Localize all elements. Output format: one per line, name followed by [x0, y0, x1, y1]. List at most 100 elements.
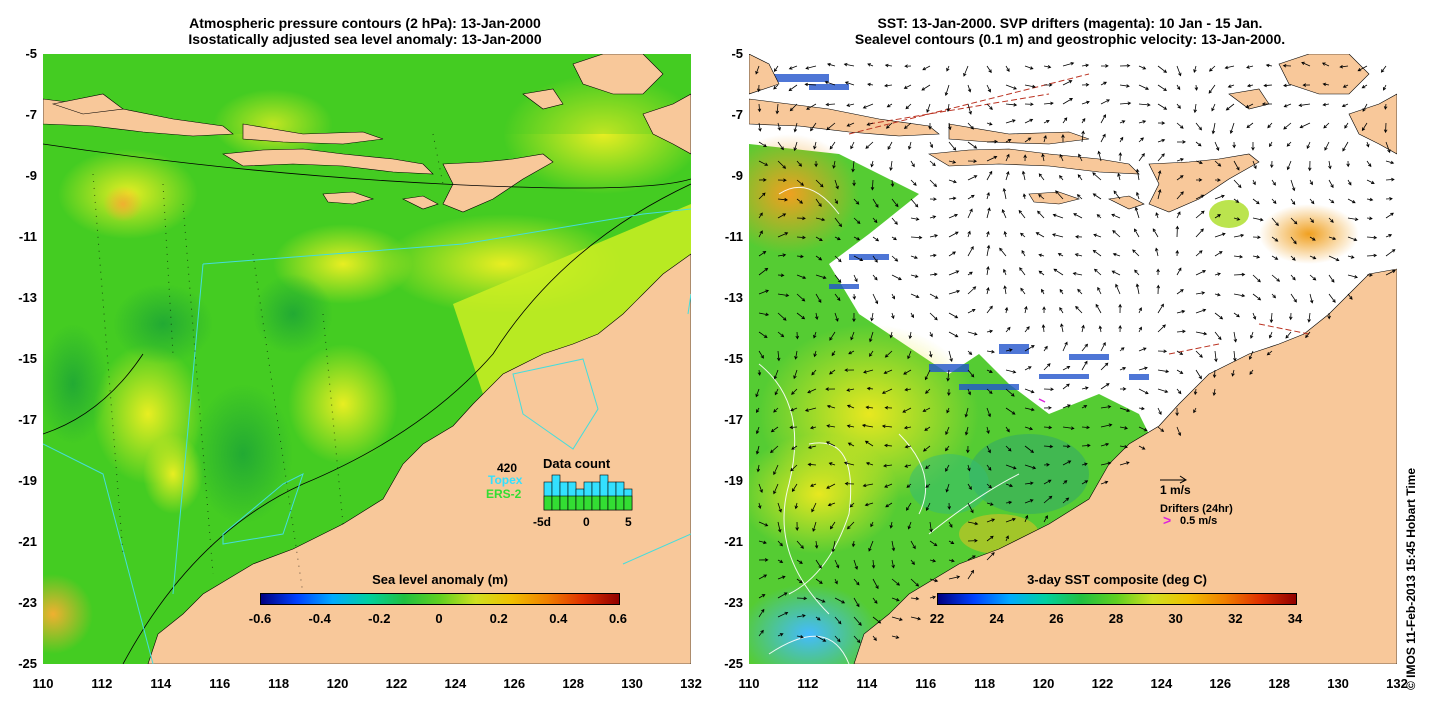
velocity-arrow: [1119, 101, 1132, 106]
velocity-arrow: [1059, 306, 1064, 314]
velocity-arrow: [1214, 312, 1224, 320]
velocity-arrow: [868, 540, 874, 552]
velocity-arrow: [924, 426, 931, 431]
velocity-arrow: [1041, 324, 1046, 333]
velocity-arrow: [910, 312, 915, 319]
y-tick-label: -15: [724, 351, 743, 366]
colorbar-tick-label: 0.6: [608, 611, 628, 626]
velocity-arrow: [1100, 133, 1106, 143]
velocity-arrow: [986, 287, 990, 295]
velocity-arrow: [1062, 480, 1068, 485]
velocity-arrow: [1081, 462, 1088, 466]
velocity-arrow: [758, 251, 767, 257]
x-tick-label: 122: [385, 676, 408, 691]
velocity-arrow: [872, 635, 877, 642]
copyright-notice: © IMOS 11-Feb-2013 15:45 Hobart Time: [1404, 467, 1418, 690]
velocity-arrow: [945, 445, 950, 452]
velocity-arrow: [1043, 134, 1047, 143]
velocity-arrow: [1035, 232, 1045, 238]
velocity-arrow: [834, 198, 838, 205]
velocity-arrow: [1093, 233, 1102, 238]
velocity-arrow: [1038, 173, 1045, 181]
velocity-arrow: [1246, 83, 1254, 88]
velocity-arrow: [1156, 268, 1160, 276]
velocity-arrow: [1043, 101, 1054, 106]
velocity-arrow: [948, 179, 957, 184]
velocity-arrow: [1176, 309, 1186, 314]
velocity-arrow: [1081, 480, 1089, 485]
velocity-arrow: [986, 305, 993, 314]
velocity-arrow: [1195, 141, 1202, 147]
velocity-arrow: [1233, 350, 1237, 362]
velocity-arrow: [1038, 270, 1045, 276]
velocity-arrow: [834, 255, 842, 263]
velocity-arrow: [1347, 274, 1359, 279]
velocity-arrow: [1062, 366, 1071, 371]
velocity-arrow: [872, 616, 882, 624]
sla-colorbar: [260, 593, 620, 605]
ers2-bar: [543, 495, 553, 511]
velocity-arrow: [1267, 122, 1273, 129]
sea-level-contours: [758, 186, 1020, 664]
velocity-arrow: [1005, 500, 1013, 505]
velocity-arrow: [986, 84, 991, 93]
velocity-arrow: [1115, 283, 1121, 295]
velocity-arrow: [1075, 305, 1083, 314]
velocity-arrow: [811, 502, 817, 513]
velocity-arrow: [891, 255, 899, 262]
velocity-arrow: [1194, 84, 1199, 91]
data-count-total: 420: [497, 461, 518, 475]
velocity-arrow: [889, 160, 893, 171]
velocity-arrow: [1062, 341, 1068, 352]
velocity-arrow: [1224, 65, 1235, 70]
velocity-arrow: [1138, 120, 1147, 124]
velocity-arrow: [758, 160, 769, 166]
right-panel-title: SST: 13-Jan-2000. SVP drifters (magenta)…: [745, 15, 1395, 47]
left-title-line2: Isostatically adjusted sea level anomaly…: [188, 31, 542, 47]
ers2-bar: [615, 495, 625, 511]
velocity-arrow: [1138, 307, 1142, 314]
velocity-arrow: [907, 141, 912, 150]
velocity-arrow: [1119, 367, 1127, 371]
velocity-arrow: [758, 192, 766, 200]
velocity-arrow: [1208, 84, 1216, 94]
velocity-arrow: [1002, 187, 1007, 200]
velocity-arrow: [1366, 273, 1373, 277]
velocity-arrow: [834, 236, 841, 241]
velocity-arrow: [1385, 196, 1393, 201]
velocity-arrow: [1233, 312, 1240, 318]
velocity-arrow: [1269, 312, 1274, 324]
velocity-arrow: [929, 521, 933, 533]
velocity-arrow: [826, 483, 836, 489]
velocity-arrow: [964, 426, 969, 436]
velocity-arrow: [1003, 285, 1007, 295]
y-tick-label: -7: [731, 107, 743, 122]
velocity-arrow: [1157, 138, 1166, 143]
velocity-arrow: [832, 160, 836, 169]
velocity-arrow: [758, 178, 767, 182]
velocity-arrow: [891, 578, 901, 586]
velocity-arrow: [814, 540, 819, 549]
velocity-arrow: [1366, 253, 1378, 258]
velocity-arrow: [1176, 191, 1184, 200]
velocity-arrow: [967, 350, 973, 355]
velocity-arrow: [967, 521, 979, 526]
velocity-arrow: [986, 426, 990, 435]
velocity-arrow: [815, 635, 827, 642]
ers2-bar: [567, 495, 577, 511]
velocity-arrow: [796, 596, 808, 601]
velocity-arrow: [967, 555, 976, 561]
data-count-histogram: [543, 474, 633, 511]
velocity-arrow: [1245, 103, 1254, 108]
velocity-arrow: [1339, 64, 1349, 69]
velocity-arrow: [814, 312, 819, 321]
velocity-arrow: [846, 388, 855, 392]
velocity-arrow: [1176, 65, 1182, 77]
velocity-arrow: [777, 633, 784, 637]
velocity-arrow: [1022, 193, 1027, 200]
velocity-arrow: [1059, 153, 1064, 162]
velocity-arrow: [853, 236, 861, 241]
velocity-arrow: [986, 191, 990, 200]
velocity-arrow: [813, 141, 817, 150]
velocity-arrow: [908, 331, 913, 340]
